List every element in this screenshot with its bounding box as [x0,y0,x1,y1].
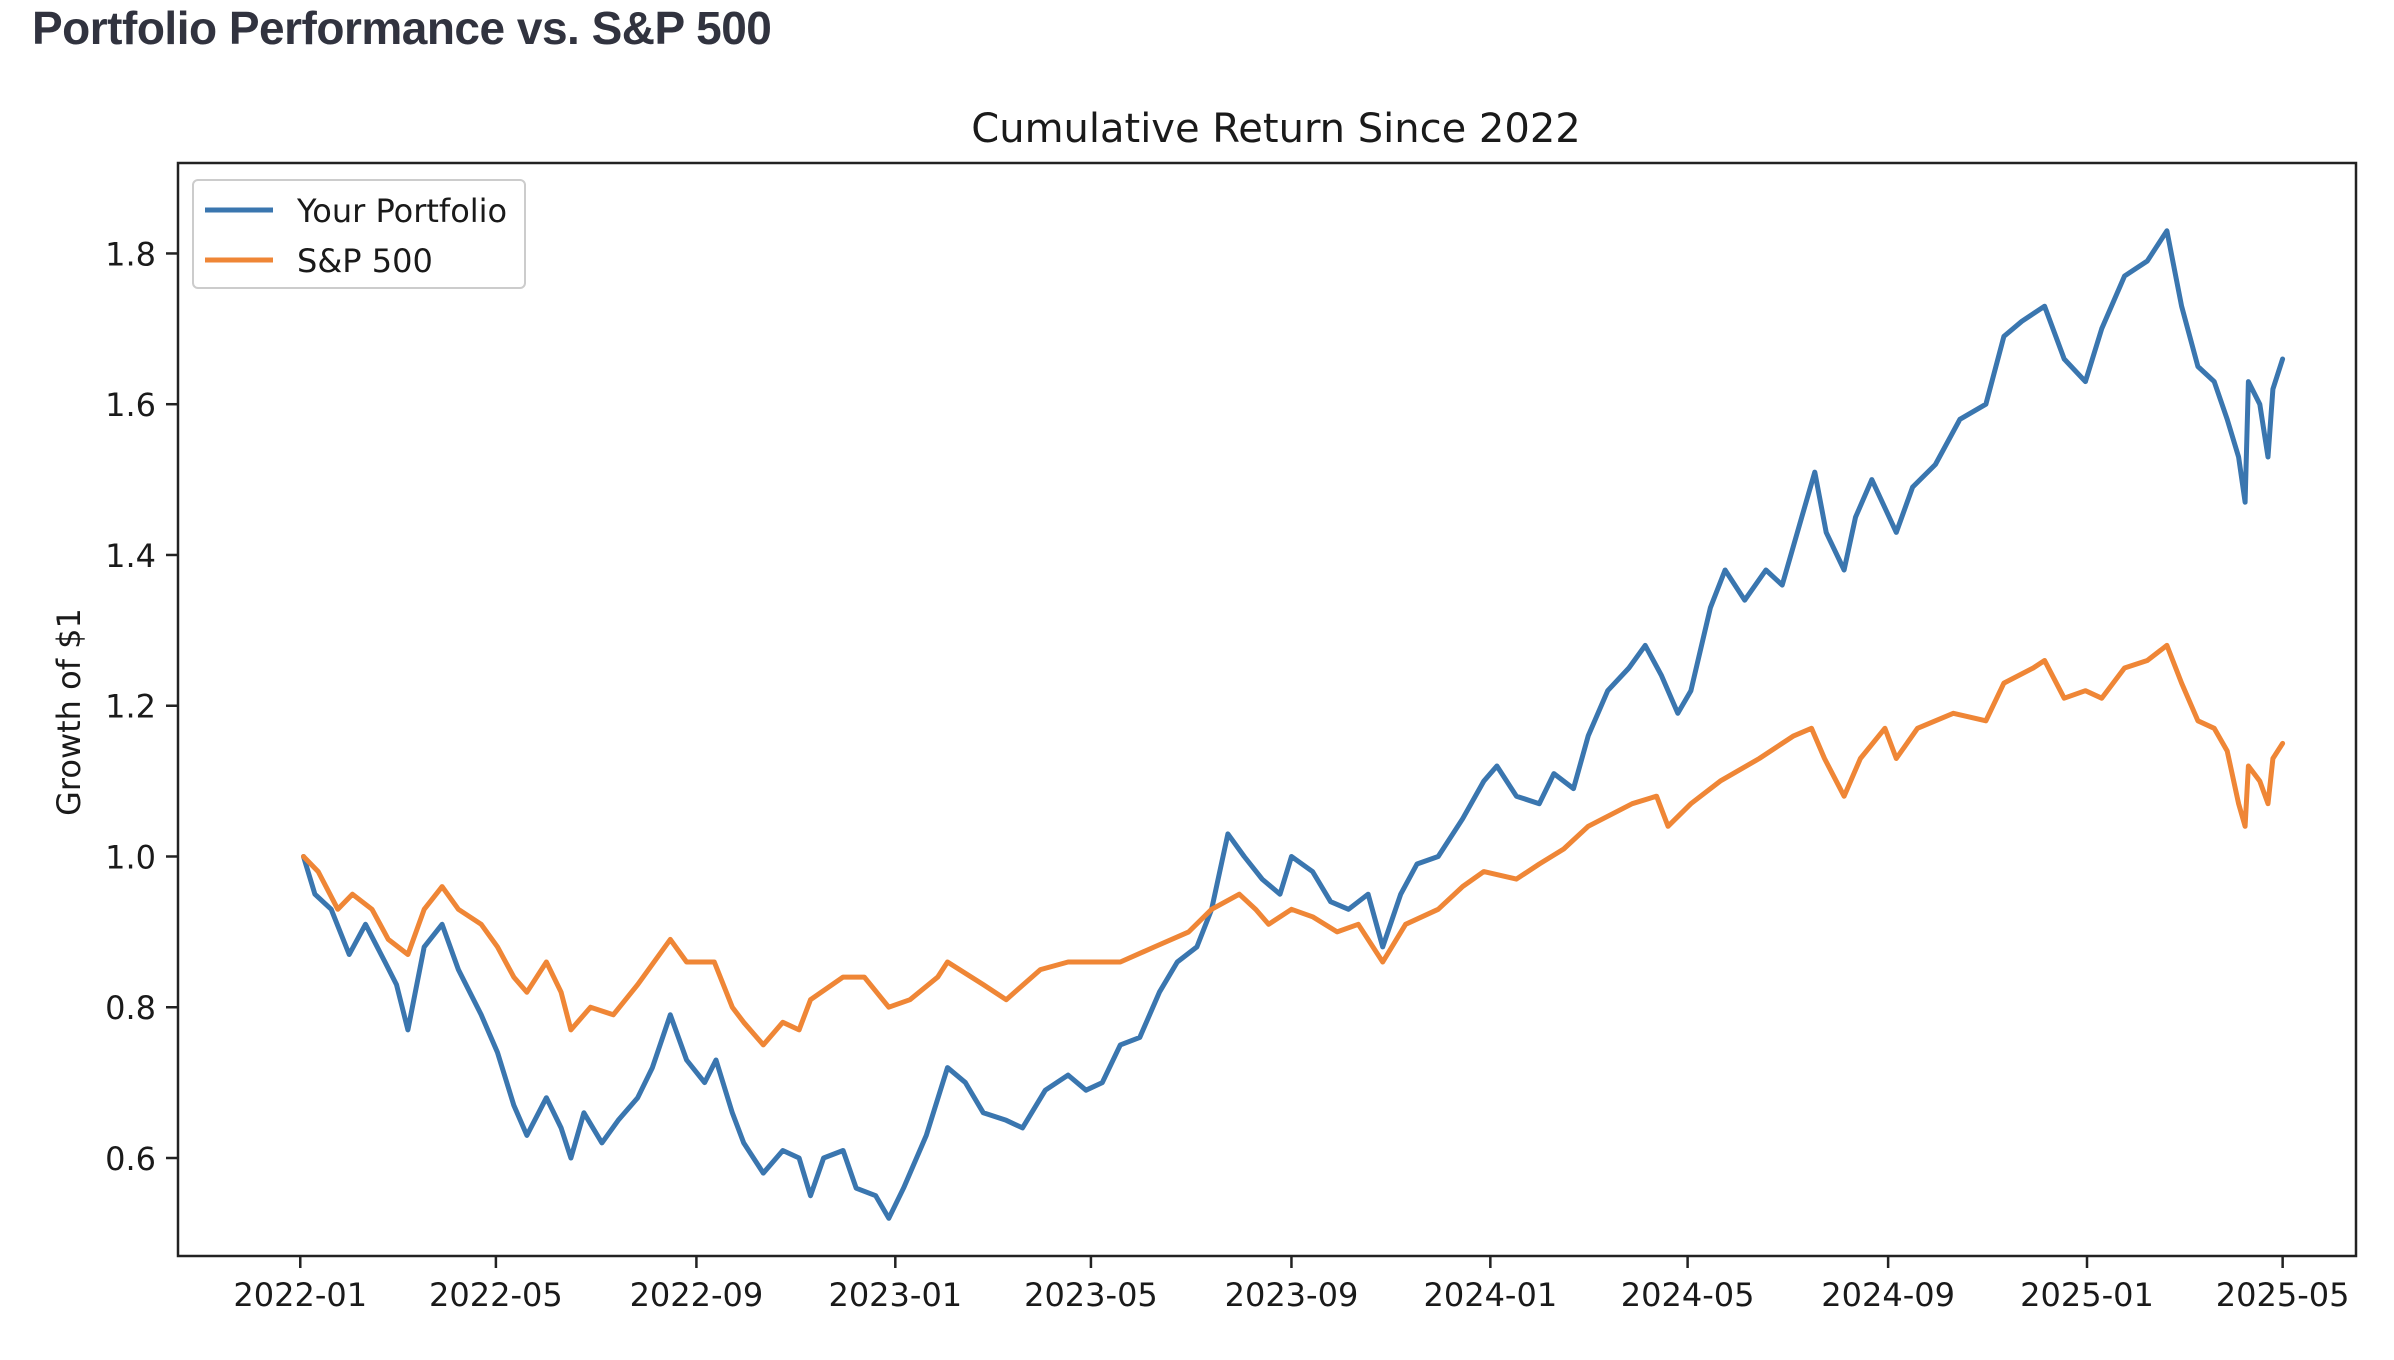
x-tick-label: 2024-05 [1621,1276,1755,1314]
y-axis-label: Growth of $1 [50,608,88,816]
page-title: Portfolio Performance vs. S&P 500 [32,2,772,54]
y-tick-label: 1.0 [105,838,156,876]
y-tick-label: 1.6 [105,386,156,424]
y-tick-label: 0.6 [105,1140,156,1178]
x-tick-label: 2023-01 [828,1276,962,1314]
series-line-sp500 [301,642,2286,1048]
x-tick-label: 2025-05 [2216,1276,2350,1314]
x-tick-label: 2025-01 [2020,1276,2154,1314]
series-line-portfolio [301,228,2286,1221]
x-tick-label: 2024-09 [1821,1276,1955,1314]
y-tick-label: 1.2 [105,688,156,726]
plot-frame [176,161,2358,1258]
x-tick-label: 2022-01 [233,1276,367,1314]
x-tick-label: 2023-05 [1024,1276,1158,1314]
y-tick-label: 1.8 [105,235,156,273]
legend-box [192,179,526,289]
plot-area [301,228,2286,1221]
x-tick-label: 2022-09 [630,1276,764,1314]
legend-label: Your Portfolio [296,192,507,230]
chart-title: Cumulative Return Since 2022 [971,106,1580,152]
x-tick-label: 2022-05 [429,1276,563,1314]
legend-label: S&P 500 [297,242,433,280]
y-tick-label: 0.8 [105,989,156,1027]
x-tick-label: 2023-09 [1225,1276,1359,1314]
y-tick-label: 1.4 [105,537,156,575]
x-tick-label: 2024-01 [1423,1276,1557,1314]
legend: Your Portfolio S&P 500 [192,179,526,289]
axes: 0.6 0.8 1.0 1.2 1.4 1.6 1.8 2022-01 2022-05 2022-… [105,235,2349,1314]
